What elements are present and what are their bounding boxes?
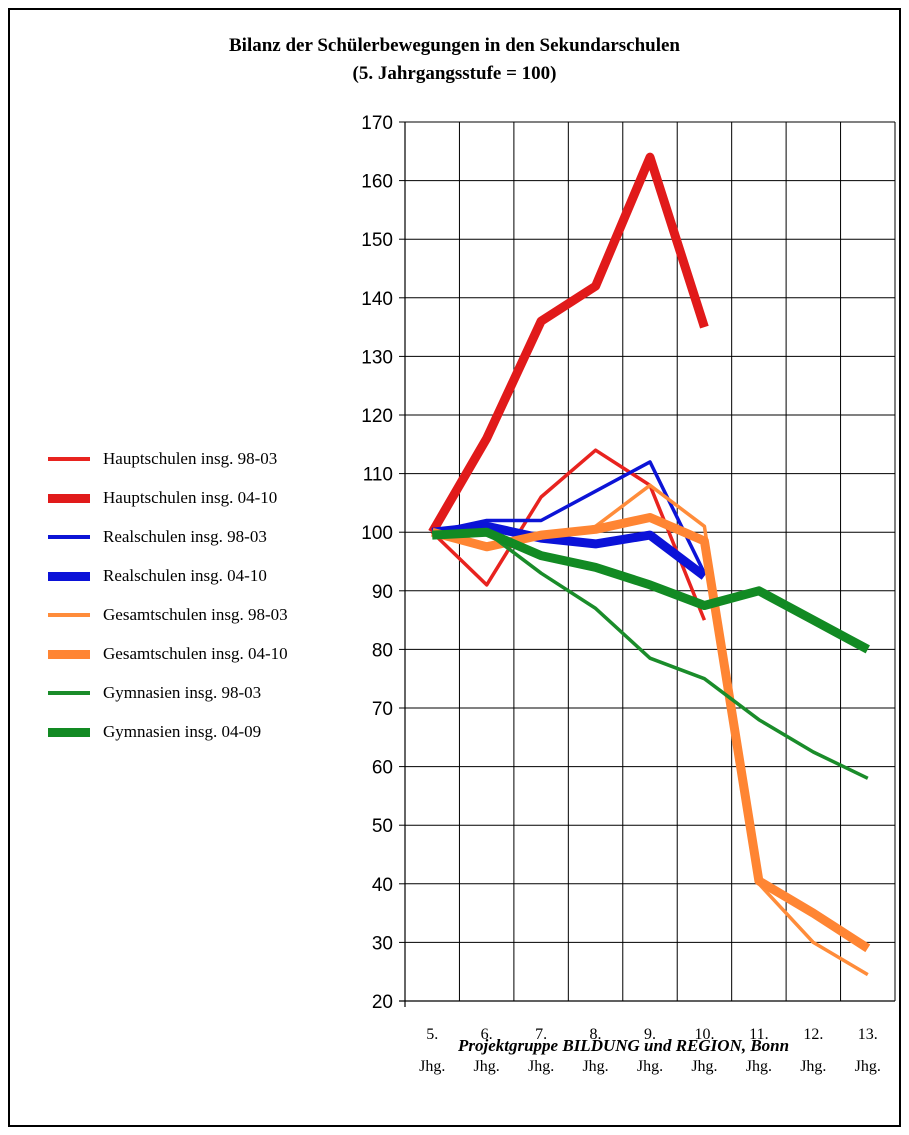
legend-label: Gymnasien insg. 04-09 <box>103 722 262 741</box>
legend-swatch <box>48 613 90 617</box>
y-tick-label: 170 <box>361 113 393 134</box>
y-tick-label: 70 <box>372 699 393 720</box>
legend-item: Gymnasien insg. 98-03 <box>48 683 261 703</box>
x-tick-label-unit: Jhg. <box>800 1058 826 1075</box>
y-tick-label: 60 <box>372 758 393 779</box>
x-tick-label-grade: 13. <box>858 1026 878 1043</box>
legend-swatch <box>48 727 90 737</box>
legend-item: Gymnasien insg. 04-09 <box>48 722 261 742</box>
chart-subtitle: (5. Jahrgangsstufe = 100) <box>352 63 557 84</box>
series-line <box>432 530 869 780</box>
legend-label: Gesamtschulen insg. 04-10 <box>103 644 288 663</box>
series-line <box>431 521 708 580</box>
x-tick-label-unit: Jhg. <box>746 1058 772 1075</box>
x-tick-label-unit: Jhg. <box>474 1058 500 1075</box>
y-tick-label: 150 <box>361 230 393 251</box>
x-tick-label-grade: 5. <box>426 1026 438 1043</box>
y-tick-label: 160 <box>361 172 393 193</box>
x-tick-label-grade: 11. <box>749 1026 768 1043</box>
x-tick-label-unit: Jhg. <box>582 1058 608 1075</box>
legend-item: Gesamtschulen insg. 98-03 <box>48 605 288 625</box>
x-tick-label-grade: 7. <box>535 1026 547 1043</box>
series-line <box>428 152 709 535</box>
series-line <box>430 448 707 621</box>
y-tick-label: 130 <box>361 347 393 368</box>
legend-item: Hauptschulen insg. 98-03 <box>48 449 277 469</box>
series-line <box>431 527 870 654</box>
x-tick-label-grade: 6. <box>481 1026 493 1043</box>
y-tick-label: 110 <box>363 465 393 486</box>
y-tick-label: 20 <box>372 992 393 1013</box>
y-tick-label: 50 <box>372 816 393 837</box>
y-tick-label: 100 <box>361 523 393 544</box>
legend-swatch <box>48 457 90 461</box>
legend-swatch <box>48 493 90 503</box>
y-tick-label: 30 <box>372 933 393 954</box>
x-tick-label-grade: 10. <box>694 1026 714 1043</box>
y-tick-label: 140 <box>361 289 393 310</box>
legend-label: Hauptschulen insg. 04-10 <box>103 488 278 507</box>
legend-label: Realschulen insg. 04-10 <box>103 566 267 585</box>
series-line <box>431 460 706 574</box>
x-tick-label-grade: 12. <box>803 1026 823 1043</box>
legend-swatch <box>48 571 90 581</box>
legend-item: Hauptschulen insg. 04-10 <box>48 488 277 508</box>
legend-label: Gesamtschulen insg. 98-03 <box>103 605 288 624</box>
x-tick-label-unit: Jhg. <box>855 1058 881 1075</box>
legend-swatch <box>48 691 90 695</box>
chart-frame <box>8 8 901 1127</box>
series-line <box>431 483 869 977</box>
x-tick-label-grade: 9. <box>644 1026 656 1043</box>
chart-title: Bilanz der Schülerbewegungen in den Seku… <box>229 35 680 56</box>
legend-label: Gymnasien insg. 98-03 <box>103 683 262 702</box>
x-tick-label-unit: Jhg. <box>691 1058 717 1075</box>
legend-swatch <box>48 649 90 659</box>
y-tick-label: 120 <box>361 406 393 427</box>
y-tick-label: 40 <box>372 875 393 896</box>
legend-item: Realschulen insg. 98-03 <box>48 527 267 547</box>
source-credit: Projektgruppe BILDUNG und REGION, Bonn <box>458 1036 790 1055</box>
legend-item: Realschulen insg. 04-10 <box>48 566 267 586</box>
y-tick-label: 90 <box>372 582 393 603</box>
legend-swatch <box>48 535 90 539</box>
x-tick-label-grade: 8. <box>590 1026 602 1043</box>
legend-label: Hauptschulen insg. 98-03 <box>103 449 278 468</box>
chart-title-block: Bilanz der Schülerbewegungen in den Seku… <box>0 32 909 88</box>
y-tick-label: 80 <box>372 640 393 661</box>
x-tick-label-unit: Jhg. <box>637 1058 663 1075</box>
x-tick-label-unit: Jhg. <box>419 1058 445 1075</box>
legend-label: Realschulen insg. 98-03 <box>103 527 267 546</box>
legend-item: Gesamtschulen insg. 04-10 <box>48 644 288 664</box>
x-tick-label-unit: Jhg. <box>528 1058 554 1075</box>
